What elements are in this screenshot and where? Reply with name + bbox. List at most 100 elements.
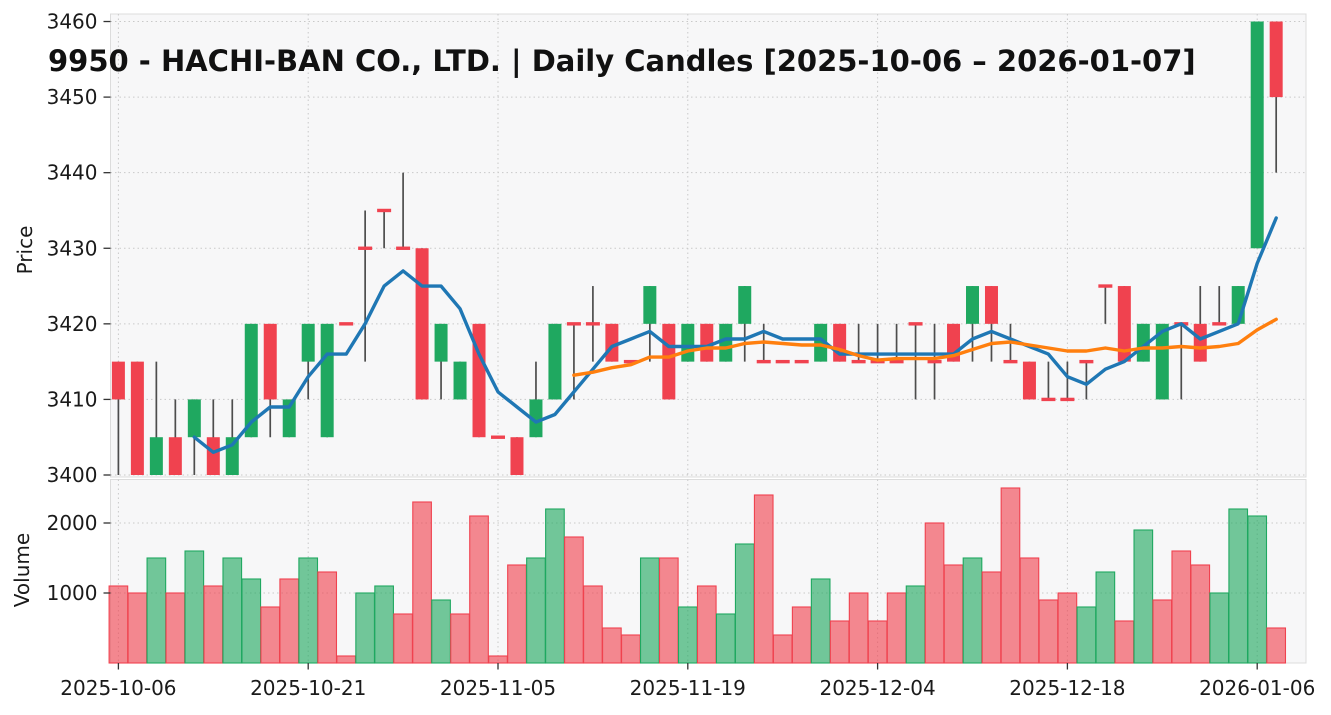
volume-bar-2025-11-04 — [469, 515, 489, 664]
candle-2025-11-06 — [510, 437, 524, 475]
volume-bar-2025-12-19 — [1076, 606, 1097, 664]
volume-bar-2025-12-15 — [1000, 487, 1021, 664]
doji-dash — [927, 359, 942, 364]
doji-dash — [396, 246, 411, 250]
candle-body — [1022, 361, 1036, 400]
volume-bar-2025-12-16 — [1019, 557, 1040, 664]
candle-2025-12-17 — [1041, 361, 1056, 402]
volume-bar-2025-10-08 — [146, 557, 167, 664]
candle-2025-11-14 — [623, 359, 638, 364]
candle-body — [111, 361, 125, 400]
volume-bar-2025-12-08 — [905, 585, 926, 664]
doji-dash — [851, 359, 866, 364]
candle-2025-11-13 — [605, 323, 619, 362]
volume-bar-2025-12-25 — [1152, 599, 1173, 664]
candle-2025-10-08 — [149, 361, 163, 475]
date-tick-label: 2026-01-06 — [1199, 676, 1315, 700]
doji-dash — [1003, 359, 1018, 364]
volume-bar-2025-11-12 — [583, 585, 603, 664]
volume-bar-2025-11-20 — [696, 585, 717, 664]
volume-bar-2026-01-07 — [1266, 627, 1287, 664]
candle-2025-11-17 — [643, 286, 657, 362]
volume-bar-2025-12-30 — [1209, 592, 1230, 664]
candle-body — [301, 323, 315, 362]
volume-bar-2025-11-18 — [658, 557, 679, 664]
candle-body — [263, 323, 277, 400]
doji-dash — [1212, 322, 1227, 326]
price-tick-label: 3460 — [47, 10, 98, 34]
price-tick-label: 3410 — [47, 387, 98, 411]
tick-marks — [103, 20, 1258, 670]
volume-bar-2025-11-10 — [545, 508, 565, 664]
volume-bar-2025-10-21 — [298, 557, 319, 664]
volume-bar-2025-12-17 — [1038, 599, 1059, 664]
candle-2025-10-17 — [263, 323, 277, 438]
candle-2025-11-05 — [491, 435, 505, 439]
price-axis-label: Price — [13, 225, 37, 275]
doji-dash — [889, 359, 904, 364]
tick-labels: 3400 3410 3420 3430 3440 3450 3460 1000 2000 2025… — [47, 10, 1316, 700]
doji-dash — [1060, 397, 1075, 402]
candle-2025-10-06 — [111, 361, 125, 475]
date-tick-label: 2025-11-05 — [440, 676, 556, 700]
candle-2025-12-30 — [1212, 286, 1227, 326]
chart-title: 9950 - HACHI-BAN CO., LTD. | Daily Candl… — [48, 44, 1196, 78]
volume-bar-2025-11-28 — [791, 606, 812, 664]
volume-bar-2025-10-16 — [241, 578, 262, 664]
volume-bar-2025-10-09 — [165, 592, 186, 664]
candle-body — [548, 323, 562, 400]
price-tick-label: 3440 — [47, 161, 98, 185]
candle-body — [1117, 286, 1131, 362]
volume-bar-2025-12-12 — [981, 571, 1002, 664]
ma5-line — [192, 216, 1278, 454]
candle-body — [1155, 323, 1169, 400]
candle-body — [472, 323, 486, 438]
volume-bar-2025-10-31 — [450, 613, 470, 664]
volume-bar-2025-12-01 — [810, 578, 831, 664]
volume-bar-2025-10-17 — [260, 606, 281, 664]
price-tick-label: 3420 — [47, 312, 98, 336]
volume-bar-2025-12-23 — [1114, 620, 1135, 664]
candle-2025-10-09 — [168, 399, 182, 475]
doji-dash — [623, 359, 638, 364]
volume-bar-2026-01-06 — [1247, 515, 1268, 664]
candle-2025-12-23 — [1117, 286, 1131, 362]
candle-2025-11-12 — [585, 286, 600, 362]
volume-bar-2025-11-17 — [639, 557, 660, 664]
volume-tick-label: 2000 — [47, 511, 98, 535]
volume-bar-2025-10-07 — [127, 592, 148, 664]
candle-2025-11-21 — [719, 323, 733, 362]
candle-body — [814, 323, 828, 362]
candle-2025-11-20 — [700, 323, 714, 362]
volume-bar-2026-01-05 — [1228, 508, 1249, 664]
volume-bar-2025-11-14 — [621, 634, 641, 664]
date-tick-label: 2025-12-18 — [1009, 676, 1125, 700]
candle-body — [282, 399, 296, 438]
candle-2025-10-24 — [358, 210, 373, 362]
volume-bar-2025-12-24 — [1133, 529, 1154, 664]
candle-2025-11-27 — [775, 359, 790, 364]
volume-bar-2025-12-11 — [962, 557, 983, 664]
candle-2025-12-16 — [1022, 361, 1036, 400]
candle-2025-11-19 — [681, 323, 695, 362]
volume-bar-2025-12-02 — [829, 620, 850, 664]
candle-2025-11-11 — [566, 322, 581, 400]
candle-body — [1136, 323, 1150, 362]
volume-bar-2025-10-10 — [184, 550, 205, 664]
price-tick-label: 3450 — [47, 85, 98, 109]
doji-dash — [756, 359, 771, 364]
date-tick-label: 2025-10-06 — [60, 676, 176, 700]
volume-bar-2025-12-09 — [924, 522, 945, 664]
candle-2025-12-19 — [1079, 359, 1094, 400]
candle-2025-10-23 — [339, 322, 354, 326]
volume-bar-2025-10-20 — [279, 578, 300, 664]
doji-dash — [794, 359, 809, 364]
volume-bar-2025-10-15 — [222, 557, 243, 664]
candle-2025-12-18 — [1060, 361, 1075, 402]
volume-bar-2025-12-05 — [886, 592, 907, 664]
candle-body — [434, 323, 448, 362]
volume-bar-2025-12-04 — [867, 620, 888, 664]
candle-body — [681, 323, 695, 362]
candle-body — [700, 323, 714, 362]
